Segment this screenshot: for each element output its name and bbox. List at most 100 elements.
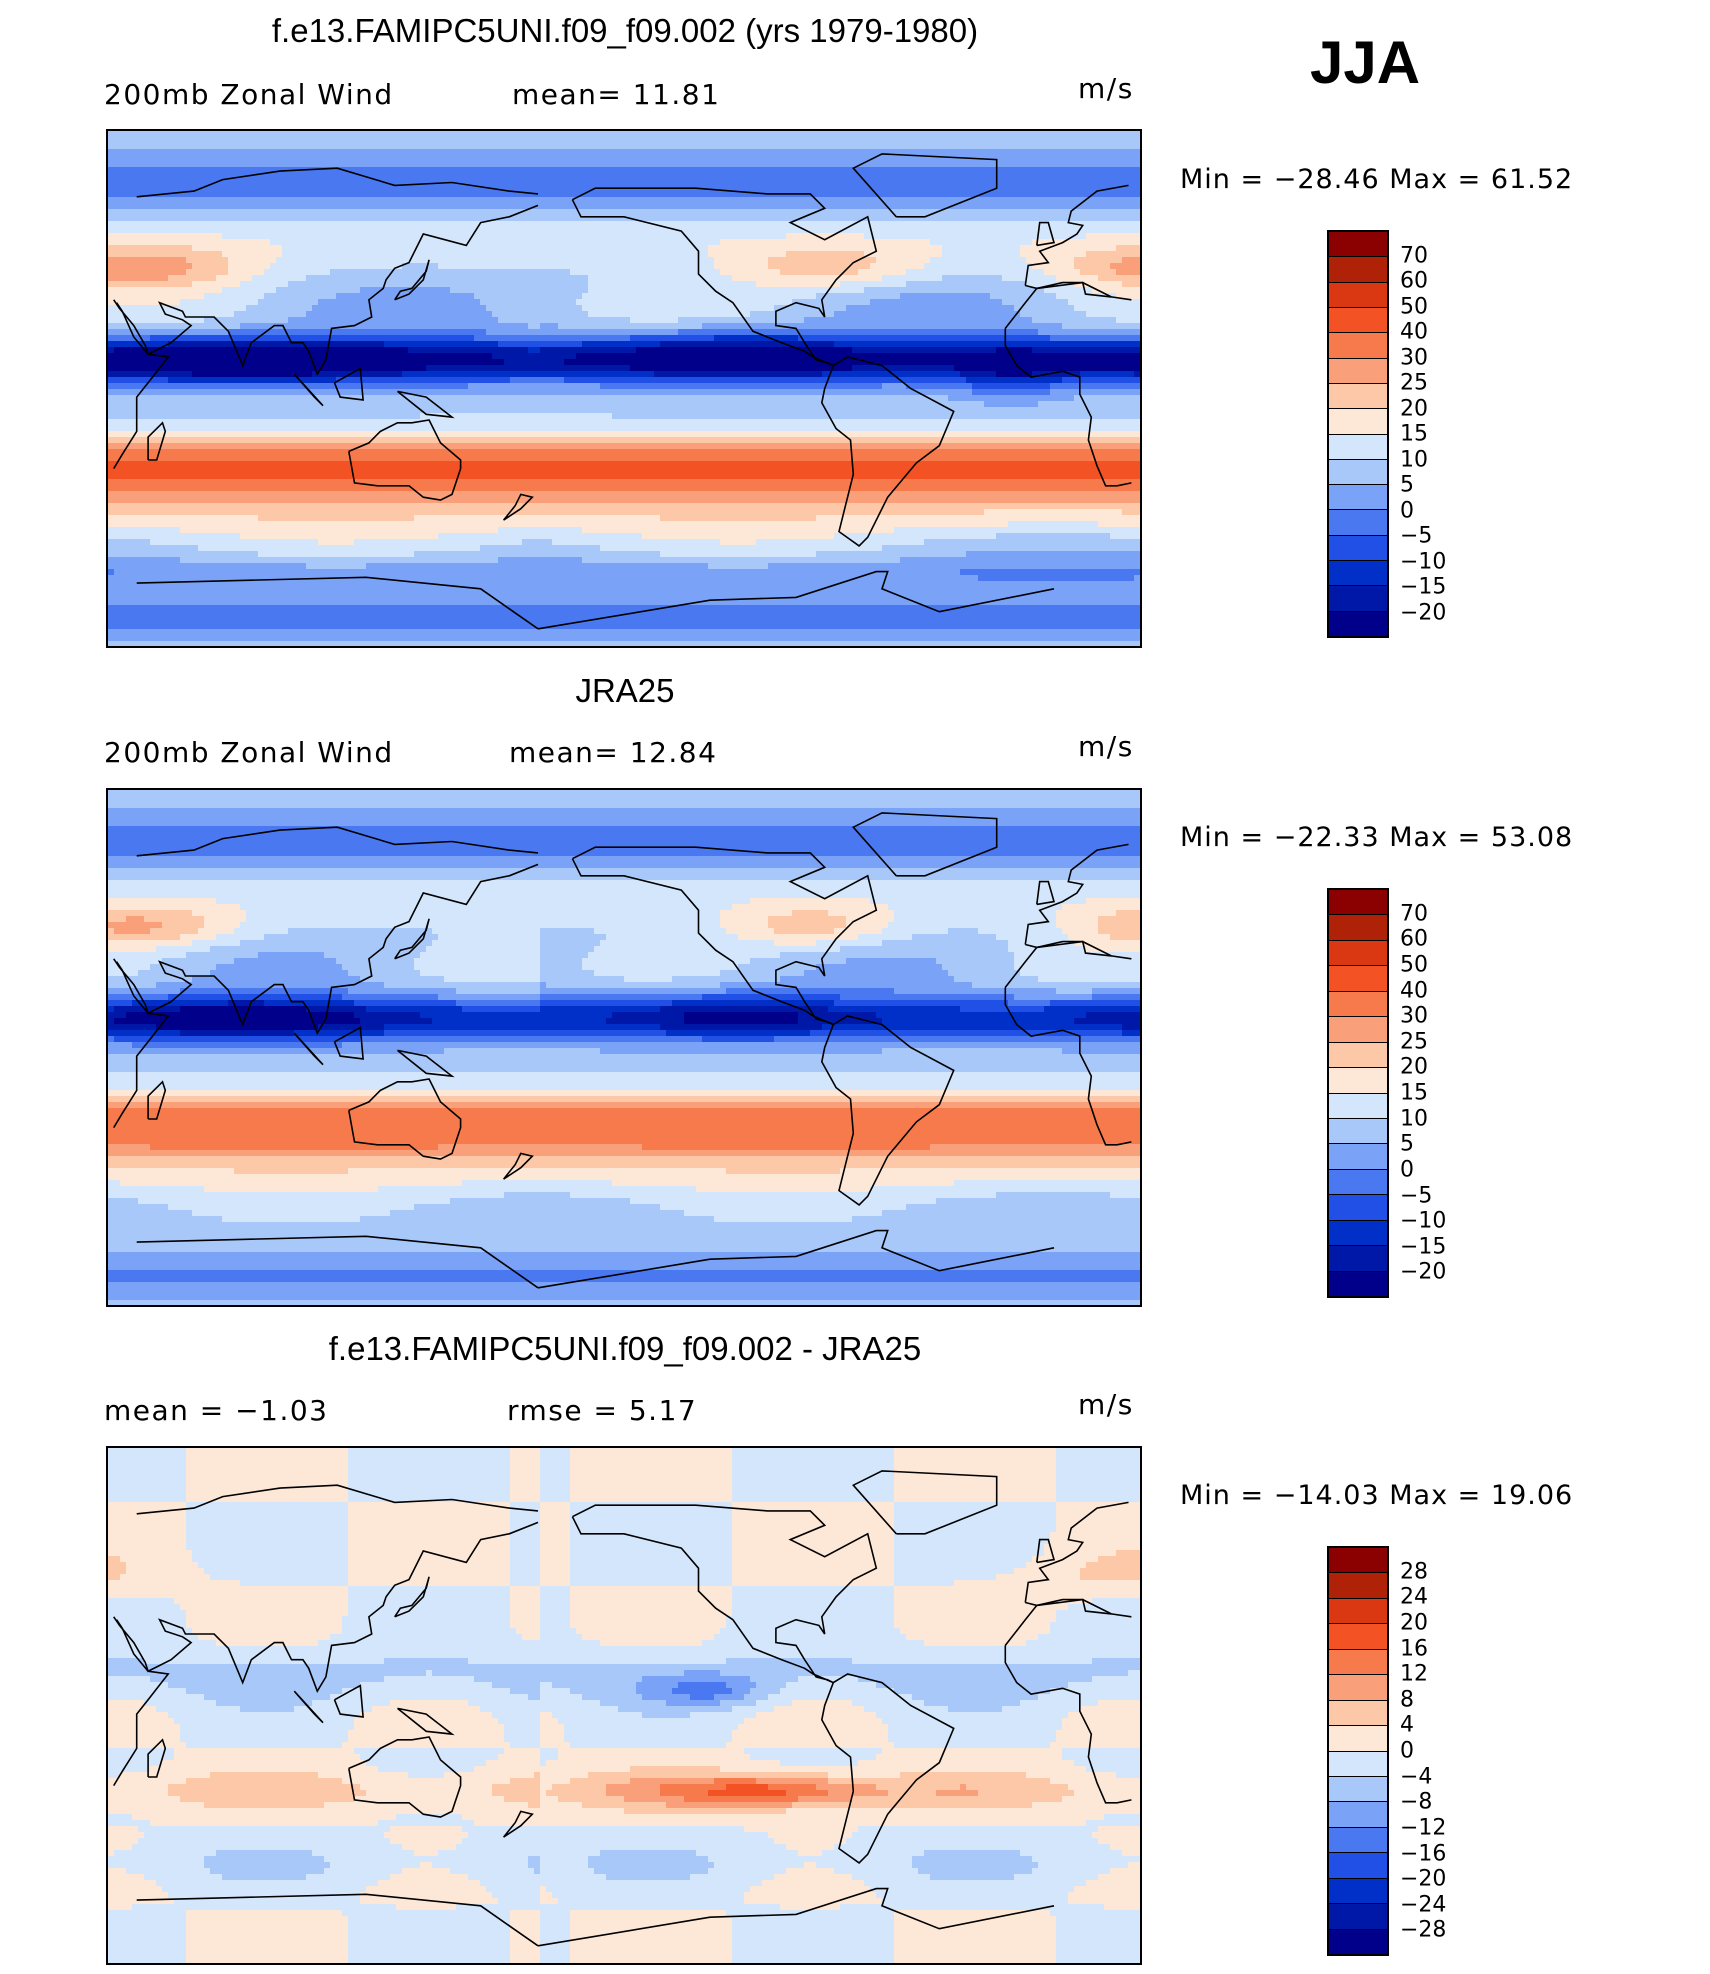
contour-band-segment [234,311,307,318]
contour-band-segment [756,1778,829,1785]
colorbar-tick-label: 24 [1400,1584,1428,1610]
contour-band-segment [540,1448,571,1455]
contour-band-segment [126,1562,199,1569]
contour-band-segment [192,910,247,917]
contour-band-segment [108,1928,187,1935]
contour-band-segment [570,1568,733,1575]
contour-band-segment [702,1640,925,1647]
contour-band-segment [240,922,721,929]
contour-band-segment [732,1562,895,1569]
contour-band-segment [108,329,229,336]
panel-1-map [106,129,1142,648]
contour-band-segment [810,1030,1123,1037]
contour-band-segment [108,1174,1140,1181]
contour-band-segment [108,1024,157,1031]
contour-band-segment [438,263,715,270]
panel-1-min-value: −28.46 [1273,164,1380,195]
panel-3-rmse: rmse = 5.17 [507,1394,698,1427]
contour-band-segment [714,263,769,270]
contour-band-segment [540,1484,571,1491]
contour-band-segment [108,599,1140,606]
contour-band-segment [462,1180,613,1187]
contour-band-segment [570,1604,733,1611]
contour-band-segment [510,1952,541,1959]
contour-band-segment [540,1772,589,1779]
contour-band-segment [1086,1562,1140,1569]
contour-band-segment [108,1060,1140,1067]
colorbar-box [1329,409,1387,435]
contour-band-segment [540,1478,571,1485]
contour-band-segment [108,910,193,917]
contour-band-segment [450,287,589,294]
contour-band-segment [732,1490,895,1497]
contour-band-segment [1086,1820,1140,1827]
contour-band-segment [108,143,1140,150]
contour-band-segment [1122,1024,1140,1031]
contour-band-segment [348,1958,511,1963]
contour-band-segment [1086,233,1140,240]
contour-band-segment [342,1742,511,1749]
contour-band-segment [1086,898,1140,905]
contour-band-segment [108,503,1140,510]
contour-band-segment [108,1204,169,1211]
contour-band-segment [108,1234,1140,1241]
contour-band-segment [108,383,469,390]
contour-band-segment [168,275,217,282]
contour-band-segment [108,191,1140,198]
coastline [113,940,1132,1146]
contour-band-segment [894,1922,1057,1929]
contour-band-segment [510,1508,541,1515]
contour-band-segment [186,1922,349,1929]
contour-band-segment [498,317,631,324]
contour-band-segment [108,1868,127,1875]
contour-band-segment [732,1496,895,1503]
contour-band-segment [276,257,715,264]
contour-band-segment [924,263,1033,270]
contour-band-segment [588,1772,829,1779]
contour-band-segment [108,1144,151,1151]
contour-band-segment [108,958,163,965]
contour-band-segment [384,1658,469,1665]
contour-band-segment [894,1916,1057,1923]
contour-band-segment [570,1574,733,1581]
contour-band-segment [894,1580,955,1587]
contour-band-segment [696,1186,871,1193]
contour-band-segment [672,976,781,983]
contour-band-segment [540,1460,571,1467]
contour-band-segment [540,1922,571,1929]
contour-band-segment [732,1448,895,1455]
contour-band-segment [1056,1460,1140,1467]
coastline [394,918,430,960]
contour-band-segment [204,293,265,300]
contour-band-segment [510,1496,541,1503]
contour-band-segment [354,1748,505,1755]
colorbar-box [1329,1169,1387,1196]
contour-band-segment [714,1216,853,1223]
contour-band-segment [108,1748,175,1755]
contour-band-segment [108,1814,133,1821]
contour-band-segment [1062,1048,1140,1055]
contour-band-segment [198,1562,349,1569]
contour-band-segment [900,1628,1051,1635]
contour-band-segment [432,1018,607,1025]
contour-band-segment [108,1520,187,1527]
contour-band-segment [498,1898,541,1905]
colorbar-tick-label: 12 [1400,1661,1428,1687]
contour-band-segment [108,1138,1140,1145]
contour-band-segment [108,1120,1140,1127]
contour-band-segment [540,1000,673,1007]
colorbar-tick-label: 70 [1400,243,1428,268]
contour-band-segment [108,1706,157,1713]
contour-band-segment [1068,299,1140,306]
contour-band-segment [570,269,721,276]
contour-band-segment [108,1808,625,1815]
contour-band-segment [1032,371,1081,378]
contour-band-segment [894,1466,1057,1473]
contour-band-segment [108,1126,1140,1133]
contour-band-segment [348,1448,511,1455]
contour-band-segment [168,341,385,348]
contour-band-segment [864,1880,1087,1887]
contour-band-segment [108,395,949,402]
contour-band-segment [744,1892,877,1899]
colorbar-box [1329,1598,1387,1625]
